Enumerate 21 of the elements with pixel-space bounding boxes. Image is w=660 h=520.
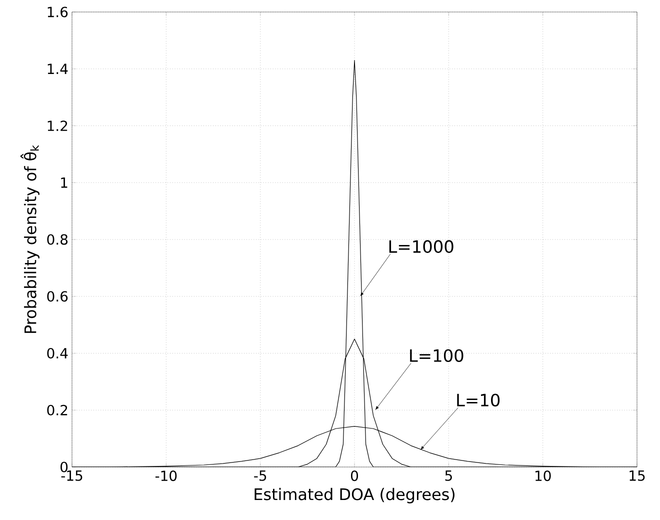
y-tick-label: 1 — [61, 178, 68, 188]
y-tick-label: 0.2 — [47, 404, 68, 416]
x-tick-label: -10 — [155, 470, 177, 482]
y-tick-label: 0.6 — [47, 291, 68, 302]
x-tick-label: 10 — [535, 470, 551, 482]
y-tick-label: 1.4 — [48, 64, 68, 74]
y-axis-title: Probability density of θ̂$_{k}$ — [20, 145, 40, 333]
x-tick-label: -15 — [61, 470, 82, 481]
x-tick-label: -5 — [254, 470, 266, 481]
y-tick-label: 0.4 — [47, 348, 68, 359]
annotation: L=100 — [410, 349, 464, 362]
x-tick-label: 5 — [445, 470, 452, 481]
x-axis-title: Estimated DOA (degrees) — [254, 488, 454, 504]
annotation: L=1000 — [389, 240, 454, 253]
y-tick-label: 1.6 — [48, 6, 68, 18]
y-tick-label: 0 — [60, 462, 68, 472]
annotation: L=10 — [457, 394, 500, 407]
x-tick-label: 0 — [350, 470, 358, 482]
y-tick-label: 0.8 — [47, 234, 68, 245]
y-tick-label: 1.2 — [48, 120, 68, 131]
x-tick-label: 15 — [630, 470, 645, 481]
